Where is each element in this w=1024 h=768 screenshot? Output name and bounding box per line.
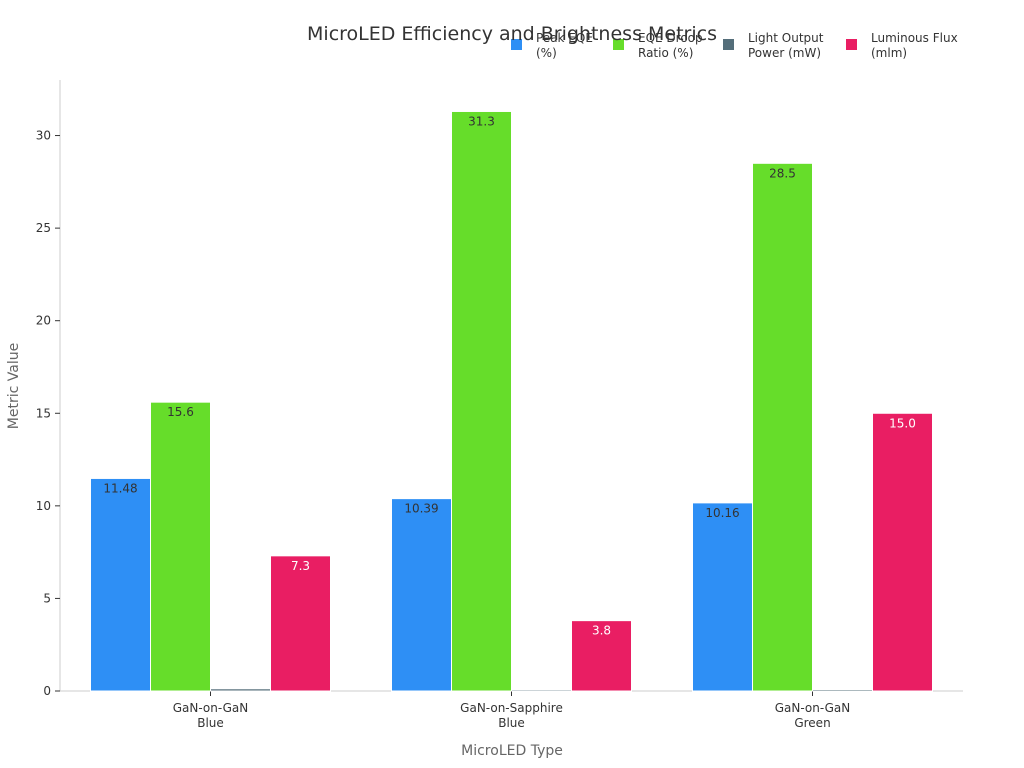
bar bbox=[451, 110, 512, 692]
data-labels: 11.48 15.6 7.3 10.39 31.3 3.8 10.16 28.5 15.0 bbox=[103, 114, 916, 637]
legend-label-line: EQE Droop bbox=[638, 31, 703, 45]
x-tick-label: GaN-on-Sapphire Blue bbox=[460, 701, 563, 730]
y-tick-label: 5 bbox=[43, 591, 51, 605]
data-label: 15.6 bbox=[167, 405, 194, 419]
y-axis-label: Metric Value bbox=[6, 343, 22, 429]
y-tick-label: 30 bbox=[36, 129, 51, 143]
y-tick-label: 20 bbox=[36, 314, 51, 328]
legend-label-line: (mlm) bbox=[871, 46, 907, 60]
bar bbox=[752, 162, 813, 692]
legend-label: Peak EQE (%) bbox=[536, 31, 593, 60]
data-label: 3.8 bbox=[592, 624, 611, 638]
x-tick-label-line: GaN-on-GaN bbox=[173, 701, 249, 715]
y-tick-label: 25 bbox=[36, 221, 51, 235]
legend-swatch bbox=[846, 39, 857, 50]
legend-label-line: Ratio (%) bbox=[638, 46, 693, 60]
x-tick-label: GaN-on-GaN Green bbox=[775, 701, 851, 730]
x-tick-label: GaN-on-GaN Blue bbox=[173, 701, 249, 730]
x-axis-label: MicroLED Type bbox=[461, 743, 563, 759]
bars bbox=[90, 110, 933, 692]
legend-swatch bbox=[723, 39, 734, 50]
x-tick-label-line: Green bbox=[794, 716, 830, 730]
legend-label: Light Output Power (mW) bbox=[748, 31, 824, 60]
legend: Peak EQE (%) EQE Droop Ratio (%) Light Outpu… bbox=[511, 31, 958, 60]
legend-swatch bbox=[511, 39, 522, 50]
chart-title: MicroLED Efficiency and Brightness Metri… bbox=[307, 23, 717, 45]
bar bbox=[872, 412, 933, 692]
bar bbox=[150, 401, 211, 692]
bar bbox=[812, 689, 873, 692]
legend-label-line: Peak EQE bbox=[536, 31, 593, 45]
bar bbox=[511, 689, 572, 692]
data-label: 10.39 bbox=[404, 502, 438, 516]
x-tick-label-line: GaN-on-GaN bbox=[775, 701, 851, 715]
bar bbox=[210, 688, 271, 692]
x-tick-label-line: Blue bbox=[498, 716, 525, 730]
legend-label: Luminous Flux (mlm) bbox=[871, 31, 958, 60]
bar bbox=[692, 502, 753, 692]
y-tick-label: 10 bbox=[36, 499, 51, 513]
legend-label: EQE Droop Ratio (%) bbox=[638, 31, 703, 60]
bar bbox=[391, 498, 452, 692]
bar bbox=[270, 555, 331, 692]
data-label: 11.48 bbox=[103, 481, 137, 495]
legend-swatch bbox=[613, 39, 624, 50]
data-label: 31.3 bbox=[468, 114, 495, 128]
data-label: 28.5 bbox=[769, 166, 796, 180]
data-label: 15.0 bbox=[889, 416, 916, 430]
data-label: 7.3 bbox=[291, 559, 310, 573]
x-tick-label-line: Blue bbox=[197, 716, 224, 730]
x-tick-label-line: GaN-on-Sapphire bbox=[460, 701, 563, 715]
y-tick-label: 15 bbox=[36, 406, 51, 420]
bar bbox=[571, 620, 632, 692]
data-label: 10.16 bbox=[705, 506, 739, 520]
bar bbox=[90, 477, 151, 692]
legend-label-line: Luminous Flux bbox=[871, 31, 958, 45]
legend-label-line: Power (mW) bbox=[748, 46, 821, 60]
y-tick-label: 0 bbox=[43, 684, 51, 698]
legend-label-line: Light Output bbox=[748, 31, 824, 45]
legend-label-line: (%) bbox=[536, 46, 557, 60]
